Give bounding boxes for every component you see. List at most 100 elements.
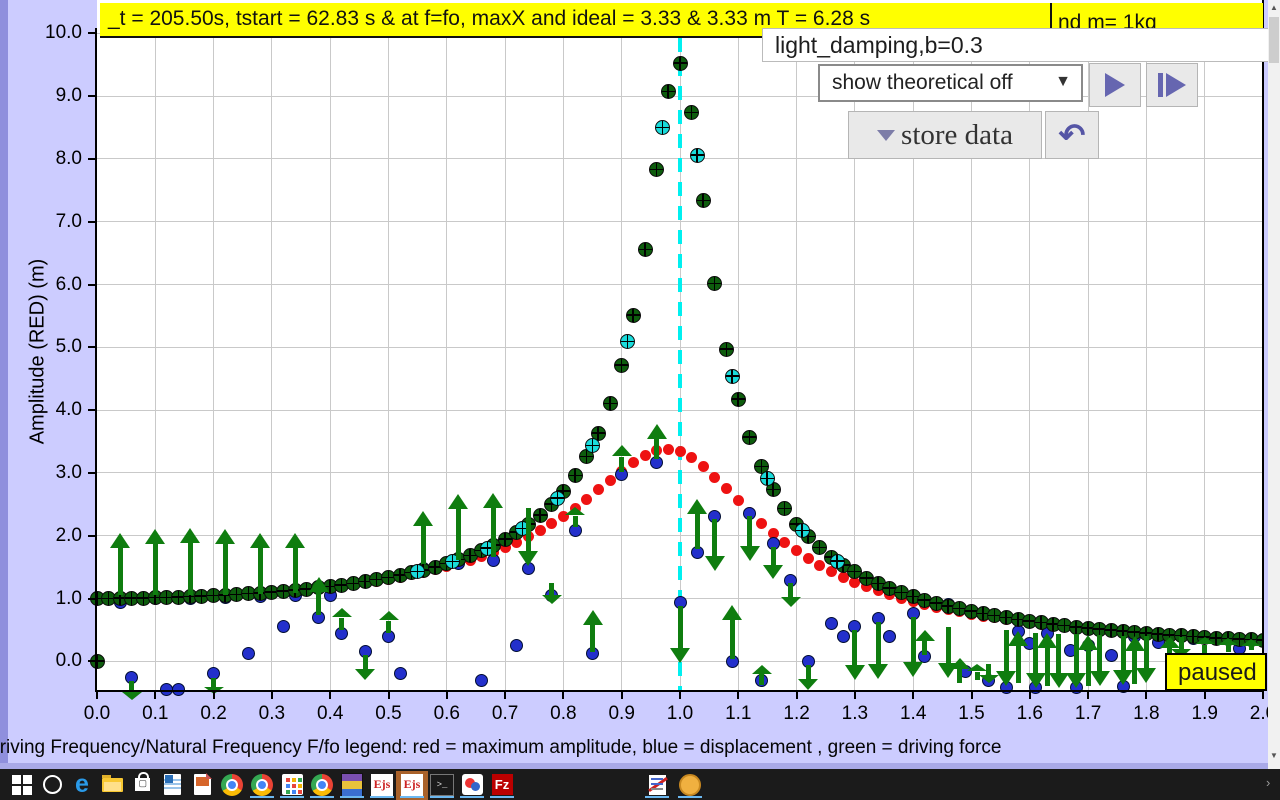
tray-expand-icon[interactable]: ›: [1266, 775, 1271, 790]
force-arrow-head: [582, 609, 603, 625]
force-arrow-shaft: [490, 507, 496, 558]
dropdown-selected-value: show theoretical off: [832, 71, 1013, 94]
red-max-amplitude-point: [557, 510, 569, 522]
gridline-vertical: [388, 29, 389, 691]
green-stored-data-point: [427, 559, 443, 575]
vertical-scrollbar[interactable]: ▲ ▼: [1268, 0, 1280, 769]
green-stored-data-point: [812, 540, 828, 556]
taskbar-button-grid[interactable]: [278, 771, 306, 798]
force-arrow-shaft: [1085, 649, 1091, 687]
force-arrow-head: [978, 674, 999, 683]
x-tick-label: 0.6: [433, 703, 460, 724]
running-app-underline: [430, 796, 454, 798]
x-tick-label: 1.1: [725, 703, 752, 724]
x-axis-tick: [795, 692, 798, 699]
force-arrow-shaft: [1143, 636, 1149, 669]
play-button[interactable]: [1089, 63, 1141, 107]
force-arrow-shaft: [759, 674, 765, 686]
scrollbar-up-arrow-icon[interactable]: ▲: [1270, 3, 1278, 12]
force-arrow-head: [868, 663, 889, 679]
taskbar-button-ejs[interactable]: Ejs: [368, 771, 396, 798]
force-arrow-shaft: [362, 655, 368, 669]
blue-displacement-point: [825, 617, 839, 631]
red-max-amplitude-point: [511, 536, 523, 548]
taskbar-button-chrome[interactable]: [248, 771, 276, 798]
force-arrow-head: [565, 507, 586, 516]
force-arrow-shaft: [1033, 633, 1039, 673]
taskbar-button-paint[interactable]: [458, 771, 486, 798]
red-max-amplitude-point: [697, 461, 709, 473]
windows-taskbar: › e Ejs Ejs >_ Fz: [0, 769, 1280, 800]
taskbar-button-winrar[interactable]: [338, 771, 366, 798]
x-tick-label: 1.4: [899, 703, 927, 724]
x-axis-tick: [329, 692, 332, 699]
textpad-icon: [648, 774, 666, 795]
window-bottom-edge: [0, 763, 1268, 769]
blue-displacement-point: [172, 683, 186, 697]
taskbar-button-cmd[interactable]: >_: [428, 771, 456, 798]
force-arrow-shaft: [525, 508, 531, 551]
blue-displacement-point: [883, 630, 897, 644]
green-stored-data-point: [742, 429, 758, 445]
force-arrow-shaft: [619, 457, 625, 472]
force-arrow-head: [780, 596, 801, 607]
step-button[interactable]: [1146, 63, 1198, 107]
gridline-vertical: [737, 29, 739, 691]
dataset-name-panel[interactable]: light_damping,b=0.3: [762, 28, 1268, 62]
taskbar-button-chrome[interactable]: [308, 771, 336, 798]
taskbar-button-cortana[interactable]: [38, 771, 66, 798]
green-stored-data-point: [614, 357, 630, 373]
y-tick-label: 6.0: [55, 273, 82, 295]
force-arrow-shaft: [1225, 645, 1231, 652]
taskbar-button-impress[interactable]: [188, 771, 216, 798]
taskbar-button-explorer[interactable]: [98, 771, 126, 798]
force-arrow-shaft: [1044, 648, 1050, 687]
force-arrow-shaft: [1202, 645, 1208, 655]
x-tick-label: 0.8: [550, 703, 577, 724]
y-tick-label: 4.0: [55, 399, 82, 421]
edge-browser-icon: e: [75, 770, 89, 798]
taskbar-button-ejs[interactable]: Ejs: [396, 771, 428, 800]
force-arrow-head: [967, 664, 988, 672]
force-arrow-head: [250, 532, 271, 548]
force-arrow-head: [355, 668, 376, 680]
force-arrow-head: [1048, 672, 1069, 688]
y-axis-tick: [88, 409, 95, 412]
taskbar-button-writer[interactable]: [158, 771, 186, 798]
taskbar-button-edge[interactable]: e: [68, 771, 96, 798]
title-text-left: _t = 205.50s, tstart = 62.83 s & at f=fo…: [108, 7, 871, 30]
show-theoretical-dropdown[interactable]: show theoretical off ▼: [818, 64, 1083, 102]
x-axis-tick: [445, 692, 448, 699]
running-app-underline: [310, 796, 334, 798]
running-app-underline: [340, 796, 364, 798]
red-max-amplitude-point: [837, 571, 849, 583]
taskbar-button-store[interactable]: [128, 771, 156, 798]
force-arrow-head: [1025, 672, 1046, 688]
window-left-edge: [0, 0, 8, 769]
taskbar-button-java[interactable]: [676, 771, 704, 798]
scrollbar-down-arrow-icon[interactable]: ▼: [1270, 751, 1278, 760]
store-data-label: store data: [901, 118, 1013, 151]
running-app-underline: [678, 796, 702, 798]
force-arrow-head: [1113, 670, 1134, 686]
taskbar-button-textpad[interactable]: [643, 771, 671, 798]
y-axis-tick: [88, 157, 95, 160]
windows-store-icon: [134, 772, 150, 791]
taskbar-button-start[interactable]: [8, 771, 36, 798]
taskbar-button-chrome[interactable]: [218, 771, 246, 798]
force-arrow-shaft: [788, 583, 794, 597]
force-arrow-shaft: [677, 606, 683, 648]
x-tick-label: 1.6: [1016, 703, 1043, 724]
store-data-button[interactable]: store data: [848, 111, 1042, 159]
taskbar-button-filezilla[interactable]: Fz: [488, 771, 516, 798]
x-axis-caption-legend: Driving Frequency/Natural Frequency F/fo…: [0, 737, 1002, 758]
scrollbar-thumb[interactable]: [1269, 17, 1279, 63]
force-arrow-shaft: [747, 516, 753, 546]
reset-undo-button[interactable]: ↶: [1045, 111, 1099, 159]
java-app-icon: [679, 773, 701, 796]
force-arrow-shaft: [694, 514, 700, 549]
gridline-vertical: [971, 29, 972, 691]
force-arrow-shaft: [957, 669, 963, 684]
green-stored-data-point: [975, 606, 991, 622]
